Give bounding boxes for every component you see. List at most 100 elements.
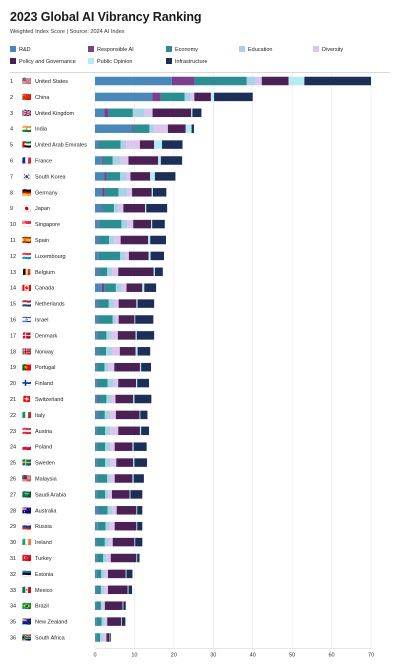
bar-segment-infrastructure <box>154 267 163 277</box>
bar-segment-responsible_ai <box>98 315 99 324</box>
flag-icon: 🇮🇹 <box>22 411 32 420</box>
bar-segment-education <box>184 92 191 102</box>
bar-segment-infrastructure <box>144 283 157 292</box>
bar-segment-economy <box>98 140 121 149</box>
country-label: Spain <box>35 238 49 244</box>
bar-segment-responsible_ai <box>96 378 98 388</box>
bar-segment-infrastructure <box>109 633 111 642</box>
rank-label: 11 <box>10 238 16 244</box>
flag-icon: 🇷🇺 <box>22 522 32 531</box>
country-label: Russia <box>35 524 53 530</box>
bar-segment-economy <box>97 490 106 499</box>
country-label: Finland <box>35 381 53 387</box>
rank-label: 17 <box>10 333 16 339</box>
bar-segment-policy <box>117 331 136 340</box>
flag-icon: 🇳🇱 <box>22 299 32 308</box>
flag-icon: 🇲🇽 <box>22 585 32 594</box>
rank-label: 3 <box>10 111 13 117</box>
bar-segment-diversity <box>102 633 107 642</box>
bar-segment-education <box>109 235 115 245</box>
bar-segment-policy <box>106 633 110 642</box>
country-label: New Zealand <box>35 620 67 626</box>
bar-segment-rnd <box>95 283 102 292</box>
flag-icon: 🇩🇰 <box>22 331 31 340</box>
bar-segment-public_opinion <box>121 617 122 626</box>
bar-segment-rnd <box>95 315 99 324</box>
bar-segment-rnd <box>95 92 153 102</box>
bar-segment-economy <box>96 585 101 595</box>
rank-label: 21 <box>10 397 16 403</box>
bar-segment-education <box>106 394 112 404</box>
bar-segment-economy <box>98 410 105 420</box>
bar-segment-economy <box>104 188 119 197</box>
bar-segment-policy <box>132 188 152 197</box>
country-label: Switzerland <box>35 397 63 403</box>
bar-segment-policy <box>123 203 146 213</box>
rank-label: 33 <box>10 588 16 594</box>
bar-segment-education <box>107 474 111 483</box>
flag-icon: 🇧🇷 <box>22 601 32 610</box>
bar-segment-rnd <box>95 410 99 420</box>
bar-segment-education <box>112 315 116 324</box>
bar-segment-diversity <box>111 347 120 356</box>
bar-segment-rnd <box>95 426 97 436</box>
bar-segment-diversity <box>104 617 108 626</box>
bar-segment-economy <box>97 378 108 388</box>
country-label: Portugal <box>35 365 56 371</box>
country-label: South Korea <box>35 174 67 180</box>
bar-segment-diversity <box>104 569 109 579</box>
bar-segment-policy <box>139 140 155 149</box>
bar-segment-public_opinion <box>125 569 127 579</box>
bar-segment-rnd <box>95 442 97 451</box>
country-label: Mexico <box>35 588 52 594</box>
bar-segment-policy <box>128 156 159 165</box>
bar-segment-infrastructure <box>152 219 165 229</box>
rank-label: 20 <box>10 381 16 387</box>
bar-segment-economy <box>97 458 106 467</box>
bar-segment-economy <box>96 617 102 626</box>
bar-segment-public_opinion <box>158 156 161 165</box>
country-label: United Kingdom <box>35 111 75 117</box>
rank-label: 4 <box>10 127 13 133</box>
bar-segment-infrastructure <box>134 394 152 404</box>
bar-segment-education <box>107 267 113 277</box>
legend-swatch-responsible-ai <box>88 46 94 52</box>
bar-segment-infrastructure <box>146 203 168 213</box>
bar-segment-public_opinion <box>134 315 136 324</box>
bar-segment-education <box>100 601 103 610</box>
bar-segment-economy <box>99 267 108 277</box>
bar-segment-public_opinion <box>148 235 151 245</box>
country-label: Poland <box>35 445 52 451</box>
country-label: France <box>35 159 52 165</box>
bar-segment-policy <box>116 458 134 467</box>
flag-icon: 🇪🇸 <box>22 236 32 245</box>
bar-segment-public_opinion <box>139 362 142 372</box>
flag-icon: 🇧🇪 <box>22 267 31 276</box>
bar-segment-education <box>105 442 110 451</box>
bar-segment-rnd <box>95 124 133 133</box>
country-label: Brazil <box>35 604 49 610</box>
bar-segment-policy <box>133 219 151 229</box>
flag-icon: 🇮🇱 <box>22 315 32 324</box>
legend-label-responsible-ai: Responsible AI <box>97 47 134 53</box>
rank-label: 30 <box>10 540 16 546</box>
bar-segment-policy <box>114 362 140 372</box>
legend-label-education: Education <box>248 47 273 53</box>
rank-label: 2 <box>10 95 13 101</box>
bar-segment-policy <box>152 108 192 118</box>
bar-segment-infrastructure <box>137 299 155 308</box>
bar-segment-economy <box>97 442 106 451</box>
bar-segment-diversity <box>121 283 127 292</box>
rank-label: 19 <box>10 365 16 371</box>
bar-segment-rnd <box>95 267 99 277</box>
bar-segment-education <box>120 172 127 181</box>
bar-segment-rnd <box>95 235 99 245</box>
country-label: India <box>35 127 48 133</box>
x-tick-label: 40 <box>250 653 256 659</box>
bar-segment-education <box>112 156 121 165</box>
legend-label-public-opinion: Public Opinion <box>97 59 133 65</box>
bar-segment-policy <box>118 426 140 436</box>
country-label: China <box>35 95 50 101</box>
legend-label-economy: Economy <box>175 47 198 53</box>
bar-segment-diversity <box>109 442 115 451</box>
